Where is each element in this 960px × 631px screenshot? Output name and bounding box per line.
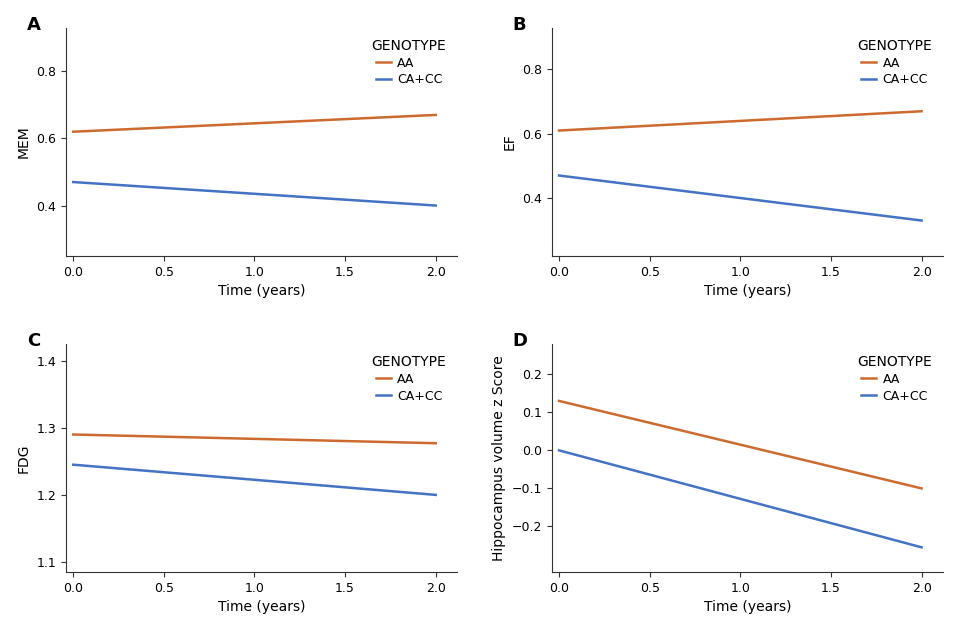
Text: D: D	[513, 333, 528, 350]
Y-axis label: EF: EF	[502, 133, 516, 150]
X-axis label: Time (years): Time (years)	[704, 284, 791, 298]
X-axis label: Time (years): Time (years)	[704, 600, 791, 615]
Y-axis label: Hippocampus volume z Score: Hippocampus volume z Score	[492, 355, 506, 561]
Legend: AA, CA+CC: AA, CA+CC	[367, 350, 451, 408]
Y-axis label: FDG: FDG	[17, 443, 31, 473]
Text: C: C	[27, 333, 40, 350]
X-axis label: Time (years): Time (years)	[218, 600, 305, 615]
Legend: AA, CA+CC: AA, CA+CC	[367, 34, 451, 91]
Y-axis label: MEM: MEM	[16, 126, 31, 158]
Legend: AA, CA+CC: AA, CA+CC	[852, 350, 937, 408]
X-axis label: Time (years): Time (years)	[218, 284, 305, 298]
Legend: AA, CA+CC: AA, CA+CC	[852, 34, 937, 91]
Text: A: A	[27, 16, 40, 34]
Text: B: B	[513, 16, 526, 34]
